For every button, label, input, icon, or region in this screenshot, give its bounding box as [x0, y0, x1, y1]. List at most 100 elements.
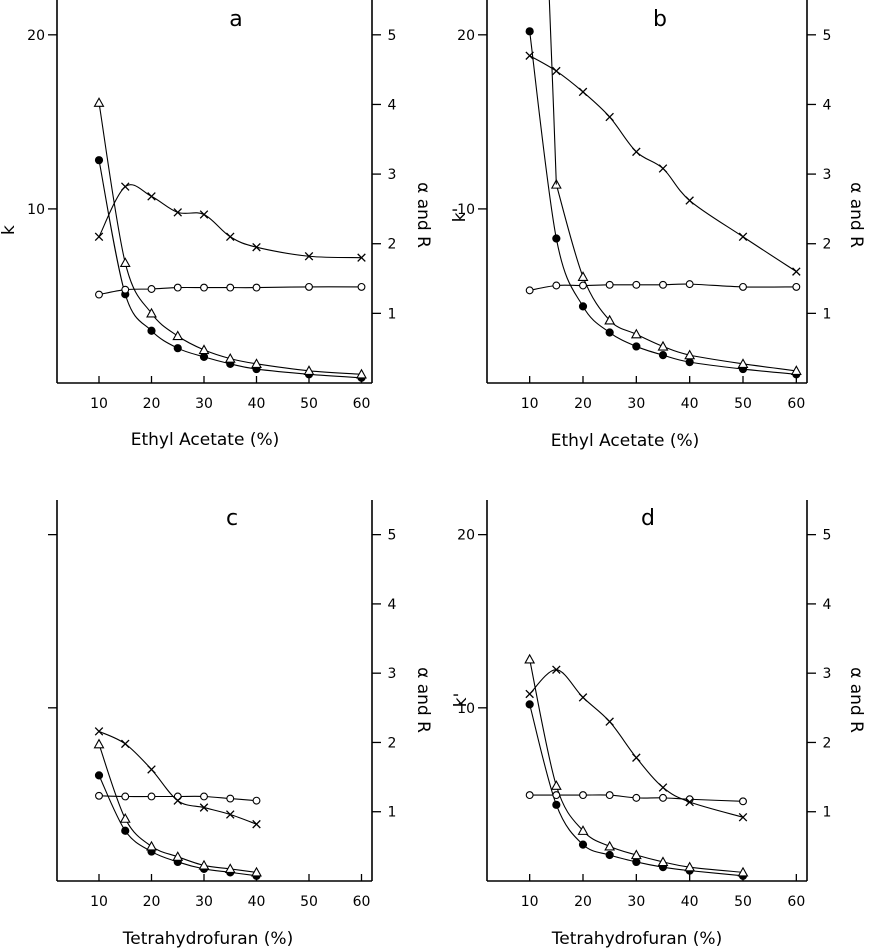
- panel-c-cross-point: [147, 765, 156, 774]
- panel-b-left-tick-label: 10: [457, 202, 475, 218]
- panel-d-triangle-point: [577, 825, 589, 835]
- panel-a-filled-circle-point: [147, 326, 156, 335]
- panel-c-triangle-point: [146, 840, 157, 851]
- panel-c-triangle-point: [224, 863, 236, 874]
- panel-a-plot: [93, 97, 367, 382]
- panel-d-open-circle-point: [659, 793, 667, 802]
- panel-c-letter: c: [226, 506, 238, 531]
- panel-d-cross-point: [685, 797, 694, 807]
- panel-a-x-title: Ethyl Acetate (%): [131, 430, 280, 450]
- panel-d-cross-point: [578, 693, 588, 702]
- panel-b-series-triangle-line-extension: [548, 0, 557, 185]
- panel-a-right-tick-label: 1: [388, 306, 397, 322]
- panel-c-x-tick-label: 60: [353, 894, 371, 910]
- panel-d-plot: [524, 653, 749, 880]
- panel-b-triangle-point: [657, 340, 669, 351]
- panel-b-right-tick-label: 2: [823, 237, 832, 253]
- panel-c-right-y-title: α and R: [413, 667, 433, 733]
- panel-a-series-triangle-line: [98, 102, 362, 375]
- panel-d-cross-point: [552, 665, 561, 674]
- panel-d-left-tick-label: 20: [457, 528, 475, 544]
- panel-d-axes: 10 20 30 40 50 60 10 20 1 2 3 4 5: [457, 500, 832, 910]
- panel-b-x-tick-label: 60: [787, 396, 805, 412]
- panel-c-cross-point: [120, 739, 130, 749]
- panel-c-x-tick-label: 20: [143, 894, 161, 910]
- panel-a-x-tick-label: 10: [90, 396, 108, 412]
- panel-c-right-tick-label: 1: [388, 805, 397, 821]
- panel-a-series-cross-line: [98, 184, 362, 259]
- panel-d-letter: d: [641, 506, 655, 531]
- panel-b-axes: 10 20 30 40 50 60 10 20 1 2 3 4 5: [457, 0, 832, 412]
- panel-d-x-tick-label: 20: [574, 894, 592, 910]
- panel-a-cross-point: [304, 252, 314, 261]
- panel-d-triangle-point: [524, 653, 536, 664]
- panel-c-axes: 10 20 30 40 50 60 1 2 3 4 5: [48, 500, 397, 910]
- panel-b-cross-point: [605, 112, 614, 122]
- panel-a-triangle-point: [303, 365, 315, 375]
- panel-b-right-tick-label: 1: [823, 306, 832, 322]
- panel-c-open-circle-point: [95, 791, 103, 800]
- panel-a-right-tick-label: 5: [388, 28, 397, 44]
- panel-d-triangle-point: [737, 866, 749, 877]
- panel-a-cross-point: [357, 253, 366, 262]
- panel-b-right-tick-label: 4: [823, 97, 832, 113]
- panel-a-open-circle-point: [252, 283, 261, 292]
- panel-d-x-tick-label: 10: [521, 894, 539, 910]
- panel-d-triangle-point: [550, 780, 562, 790]
- panel-d-x-title: Tetrahydrofuran (%): [551, 929, 722, 949]
- panel-c-open-circle-point: [121, 792, 130, 801]
- panel-b-x-tick-label: 10: [521, 396, 539, 412]
- panel-c-triangle-point: [251, 866, 262, 877]
- panel-d: d Tetrahydrofuran (%) k' α and R 10 20 30 4…: [451, 500, 866, 949]
- panel-b-x-tick-label: 40: [681, 396, 699, 412]
- panel-d-triangle-point: [684, 861, 696, 872]
- panel-a: a Ethyl Acetate (%) k α and R 10 20 30 40 50…: [0, 0, 433, 450]
- panel-b-right-tick-label: 5: [823, 28, 832, 44]
- panel-a-open-circle-point: [173, 283, 182, 292]
- panel-d-filled-circle-point: [632, 857, 641, 867]
- panel-d-cross-point: [605, 717, 614, 726]
- panel-c-right-tick-label: 3: [388, 666, 397, 682]
- panel-c-cross-point: [173, 796, 183, 805]
- panel-c-right-tick-label: 2: [388, 735, 397, 751]
- panel-a-x-tick-label: 20: [143, 396, 161, 412]
- panel-b-open-circle-point: [525, 286, 534, 295]
- panel-a-x-tick-label: 60: [353, 396, 371, 412]
- panel-b-right-y-title: α and R: [846, 182, 866, 248]
- panel-b-triangle-point: [577, 271, 589, 281]
- panel-a-filled-circle-point: [199, 352, 209, 361]
- panel-d-open-circle-point: [605, 791, 614, 800]
- panel-d-right-tick-label: 3: [823, 666, 832, 682]
- panel-b-cross-point: [552, 66, 561, 76]
- panel-b-left-tick-label: 20: [457, 28, 475, 44]
- panel-d-left-tick-label: 10: [457, 701, 475, 717]
- panel-b-right-tick-label: 3: [823, 167, 832, 183]
- panel-c-triangle-point: [198, 859, 210, 870]
- panel-b-filled-circle-point: [685, 358, 694, 367]
- panel-a-cross-point: [94, 232, 104, 242]
- panel-c-x-tick-label: 10: [90, 894, 108, 910]
- panel-a-open-circle-point: [357, 282, 366, 291]
- panel-b-filled-circle-point: [658, 351, 668, 360]
- panel-a-cross-point: [252, 242, 261, 252]
- panel-d-x-tick-label: 50: [734, 894, 752, 910]
- panel-b-triangle-point: [630, 328, 642, 339]
- panel-a-triangle-point: [146, 307, 157, 318]
- panel-b-letter: b: [653, 7, 667, 32]
- panel-b-plot: [525, 0, 802, 379]
- panel-b-left-y-title: k': [450, 208, 470, 223]
- panel-d-triangle-point: [657, 856, 669, 867]
- panel-c-series-cross-line: [98, 730, 257, 825]
- panel-b-filled-circle-point: [632, 342, 641, 351]
- panel-a-filled-circle-point: [94, 156, 104, 165]
- panel-d-open-circle-point: [525, 791, 534, 800]
- panel-b-triangle-point: [737, 358, 749, 369]
- panel-a-cross-point: [147, 192, 156, 201]
- panel-c-open-circle-point: [252, 796, 261, 805]
- panel-b-cross-point: [685, 196, 694, 205]
- panel-c-open-circle-point: [147, 792, 156, 801]
- panel-a-cross-point: [120, 182, 130, 191]
- panel-a-triangle-point: [172, 330, 184, 341]
- panel-d-x-tick-label: 30: [627, 894, 645, 910]
